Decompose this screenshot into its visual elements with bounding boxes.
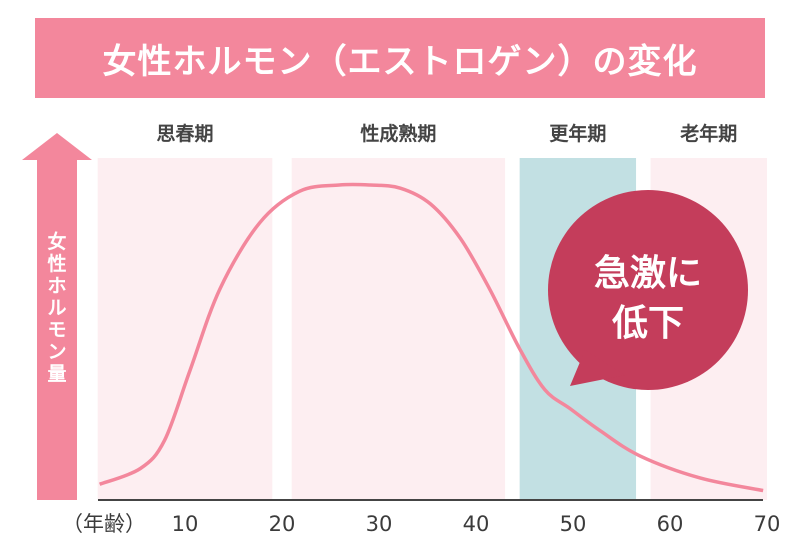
x-tick-label: 20 <box>269 512 296 536</box>
callout-line-2: 低下 <box>612 303 684 344</box>
estrogen-line <box>99 182 764 493</box>
y-label-char: 量 <box>47 363 66 385</box>
x-tick-label: 60 <box>657 512 684 536</box>
y-label-char: 女 <box>47 230 66 253</box>
x-axis-label: （年齢） <box>62 512 146 536</box>
callout-bubble: 急激に 低下 <box>548 190 748 390</box>
phase-band <box>291 158 506 500</box>
phase-band <box>97 158 273 500</box>
callout-line-1: 急激に <box>594 253 702 294</box>
y-label-char: 性 <box>47 252 66 275</box>
y-label-char: ル <box>47 297 66 319</box>
phase-label: 更年期 <box>549 122 606 145</box>
x-tick-label: 50 <box>560 512 587 536</box>
chart-title: 女性ホルモン（エストロゲン）の変化 <box>35 18 765 98</box>
y-label-char: ン <box>47 341 66 363</box>
y-label-char: モ <box>47 319 66 341</box>
y-label-char: ホ <box>47 275 66 297</box>
x-tick-label: 40 <box>463 512 490 536</box>
y-axis-arrow <box>22 133 92 500</box>
x-tick-label: 70 <box>754 512 781 536</box>
phase-label: 老年期 <box>680 122 737 145</box>
x-tick-label: 10 <box>172 512 199 536</box>
phase-label: 思春期 <box>156 122 213 145</box>
x-tick-label: 30 <box>366 512 393 536</box>
phase-label: 性成熟期 <box>360 122 436 145</box>
